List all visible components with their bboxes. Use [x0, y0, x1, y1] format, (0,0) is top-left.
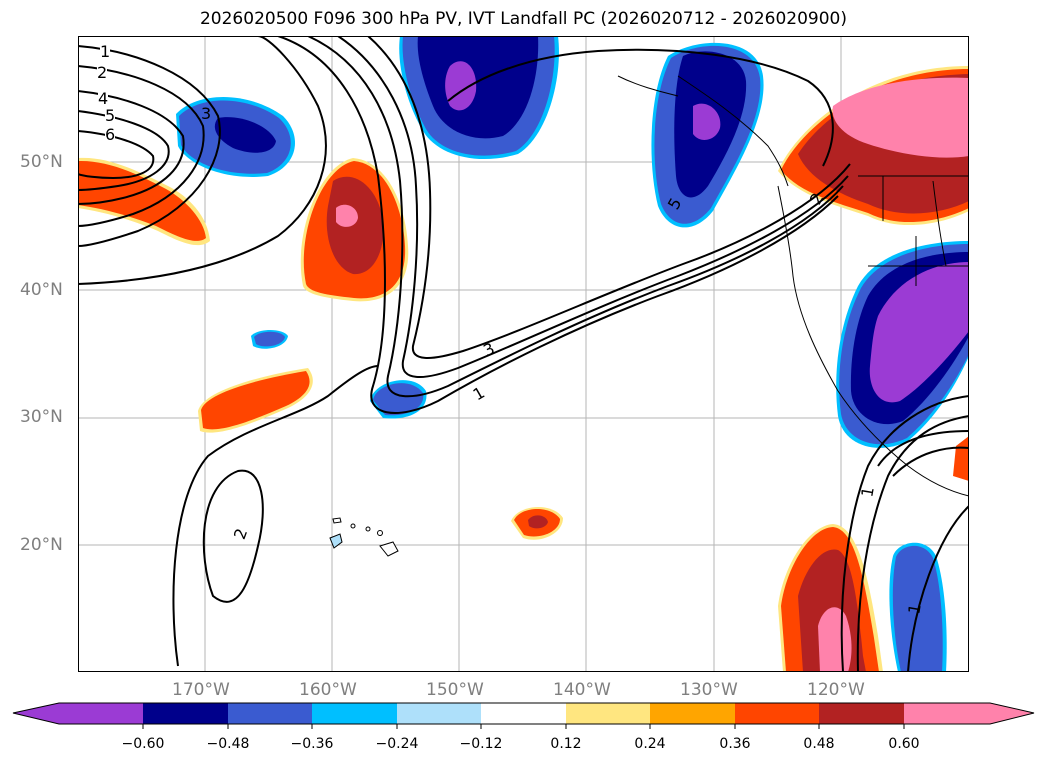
contour-label: 1 [100, 42, 111, 61]
colorbar-segment-10 [819, 703, 904, 724]
colorbar-segment-6 [481, 703, 566, 724]
lon-label-160w: 160°W [299, 680, 357, 700]
colorbar-tick-label: −0.36 [290, 736, 334, 752]
pv-contour-layer [78, 36, 969, 672]
colorbar-tick-label: −0.12 [459, 736, 503, 752]
colorbar-tick-label: 0.24 [634, 736, 666, 752]
colorbar-segment-1 [59, 703, 144, 724]
colorbar-segment-0 [13, 703, 60, 724]
lon-label-120w: 120°W [807, 680, 865, 700]
colorbar-segment-4 [312, 703, 397, 724]
colorbar-segment-7 [566, 703, 651, 724]
lat-label-50n: 50°N [20, 152, 63, 172]
contour-label: 2 [97, 63, 108, 82]
lat-label-40n: 40°N [20, 280, 63, 300]
contour-label: 3 [201, 104, 212, 123]
lon-label-150w: 150°W [426, 680, 484, 700]
lat-label-20n: 20°N [20, 535, 63, 555]
contour-label: 4 [98, 89, 109, 108]
colorbar-tick-label: −0.48 [206, 736, 250, 752]
map-svg [78, 36, 969, 672]
contour-label: 6 [105, 125, 116, 144]
chart-title: 2026020500 F096 300 hPa PV, IVT Landfall… [199, 9, 847, 29]
lon-label-170w: 170°W [172, 680, 230, 700]
colorbar-tick-label: 0.12 [550, 736, 582, 752]
colorbar-ticks [142, 724, 905, 729]
colorbar-segment-3 [228, 703, 313, 724]
hawaii-islands [329, 517, 399, 557]
lon-label-130w: 130°W [680, 680, 738, 700]
colorbar-tick-label: −0.24 [375, 736, 419, 752]
colorbar-tick-label: 0.36 [719, 736, 751, 752]
colorbar-segment-2 [143, 703, 228, 724]
lon-label-140w: 140°W [553, 680, 611, 700]
colorbar-tick-label: −0.60 [121, 736, 165, 752]
map-panel[interactable]: 1 2 4 5 6 3 3 1 2 5 2 1 1 [78, 36, 969, 672]
colorbar-outline [12, 702, 1035, 725]
colorbar-tick-label: 0.48 [803, 736, 835, 752]
colorbar-tick-label: 0.60 [888, 736, 920, 752]
colorbar [12, 702, 1035, 729]
lat-label-30n: 30°N [20, 407, 63, 427]
colorbar-segment-9 [735, 703, 820, 724]
ivt-fill-layer [78, 36, 969, 672]
colorbar-segment-5 [397, 703, 482, 724]
colorbar-segment-8 [650, 703, 735, 724]
coastline-layer [617, 75, 969, 497]
contour-label: 5 [105, 106, 116, 125]
colorbar-segment-11 [904, 703, 1034, 724]
